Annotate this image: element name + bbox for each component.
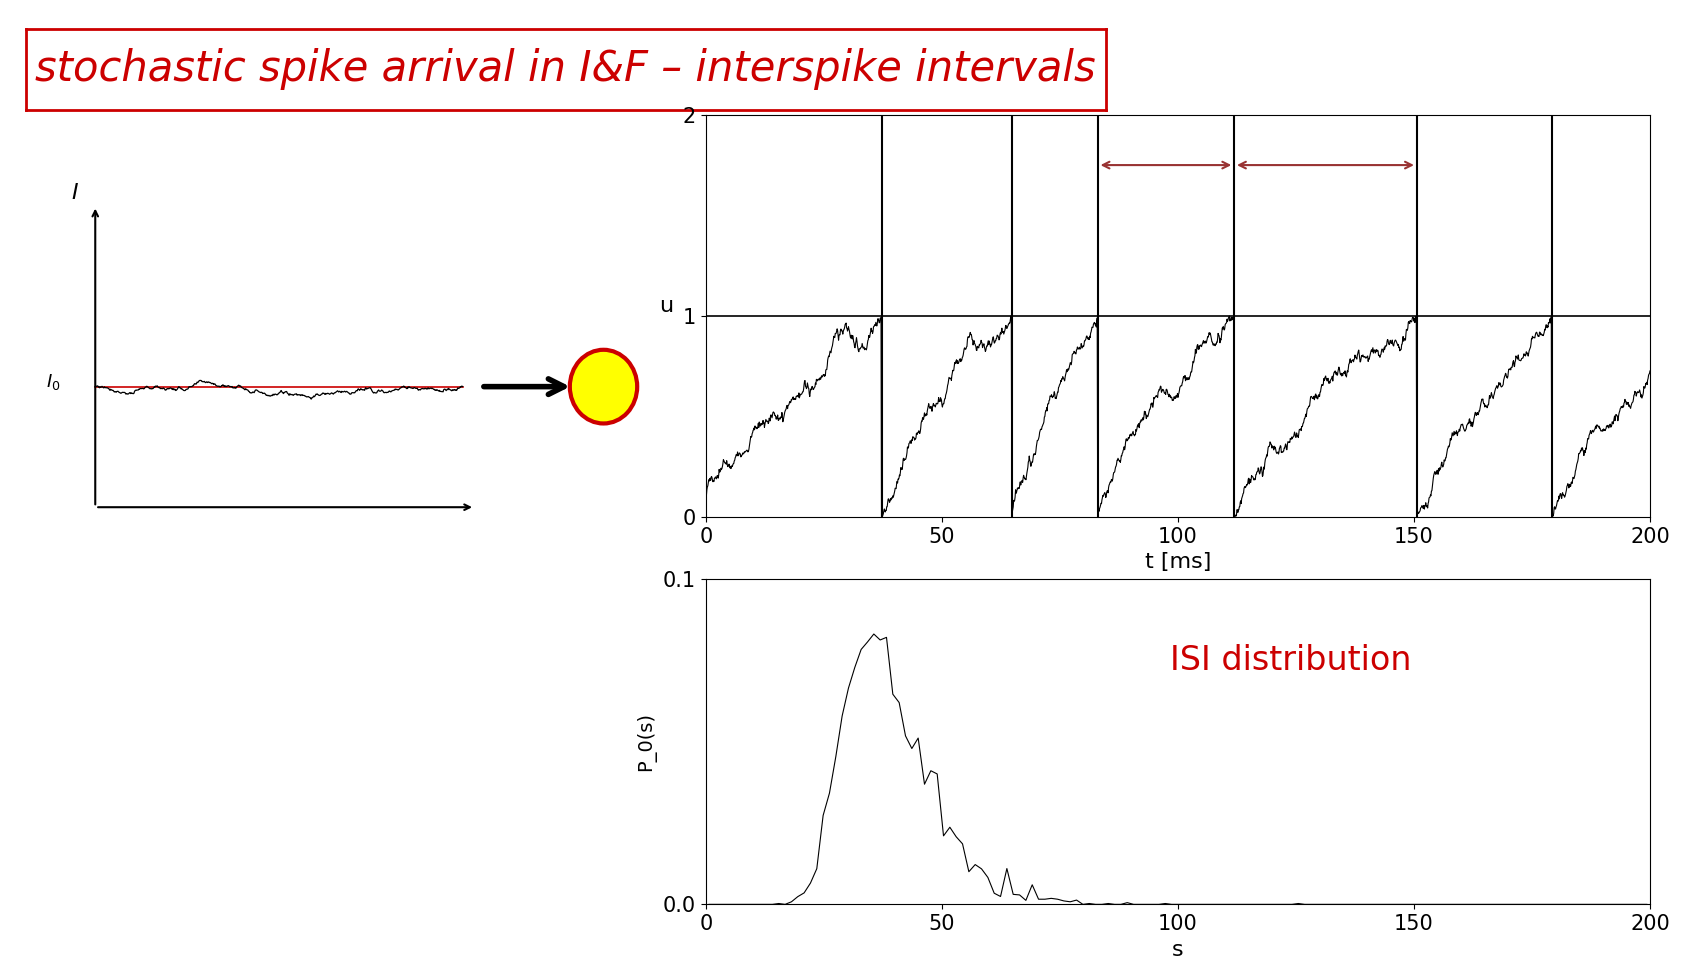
Y-axis label: P_0(s): P_0(s) (636, 712, 657, 771)
Text: $I_0$: $I_0$ (46, 371, 61, 391)
X-axis label: s: s (1172, 940, 1184, 957)
Circle shape (570, 349, 638, 423)
Text: $I$: $I$ (71, 183, 78, 203)
Text: stochastic spike arrival in I&F – interspike intervals: stochastic spike arrival in I&F – inters… (36, 49, 1095, 90)
Y-axis label: u: u (660, 296, 674, 316)
X-axis label: t [ms]: t [ms] (1145, 552, 1211, 572)
Text: ISI distribution: ISI distribution (1170, 644, 1412, 677)
